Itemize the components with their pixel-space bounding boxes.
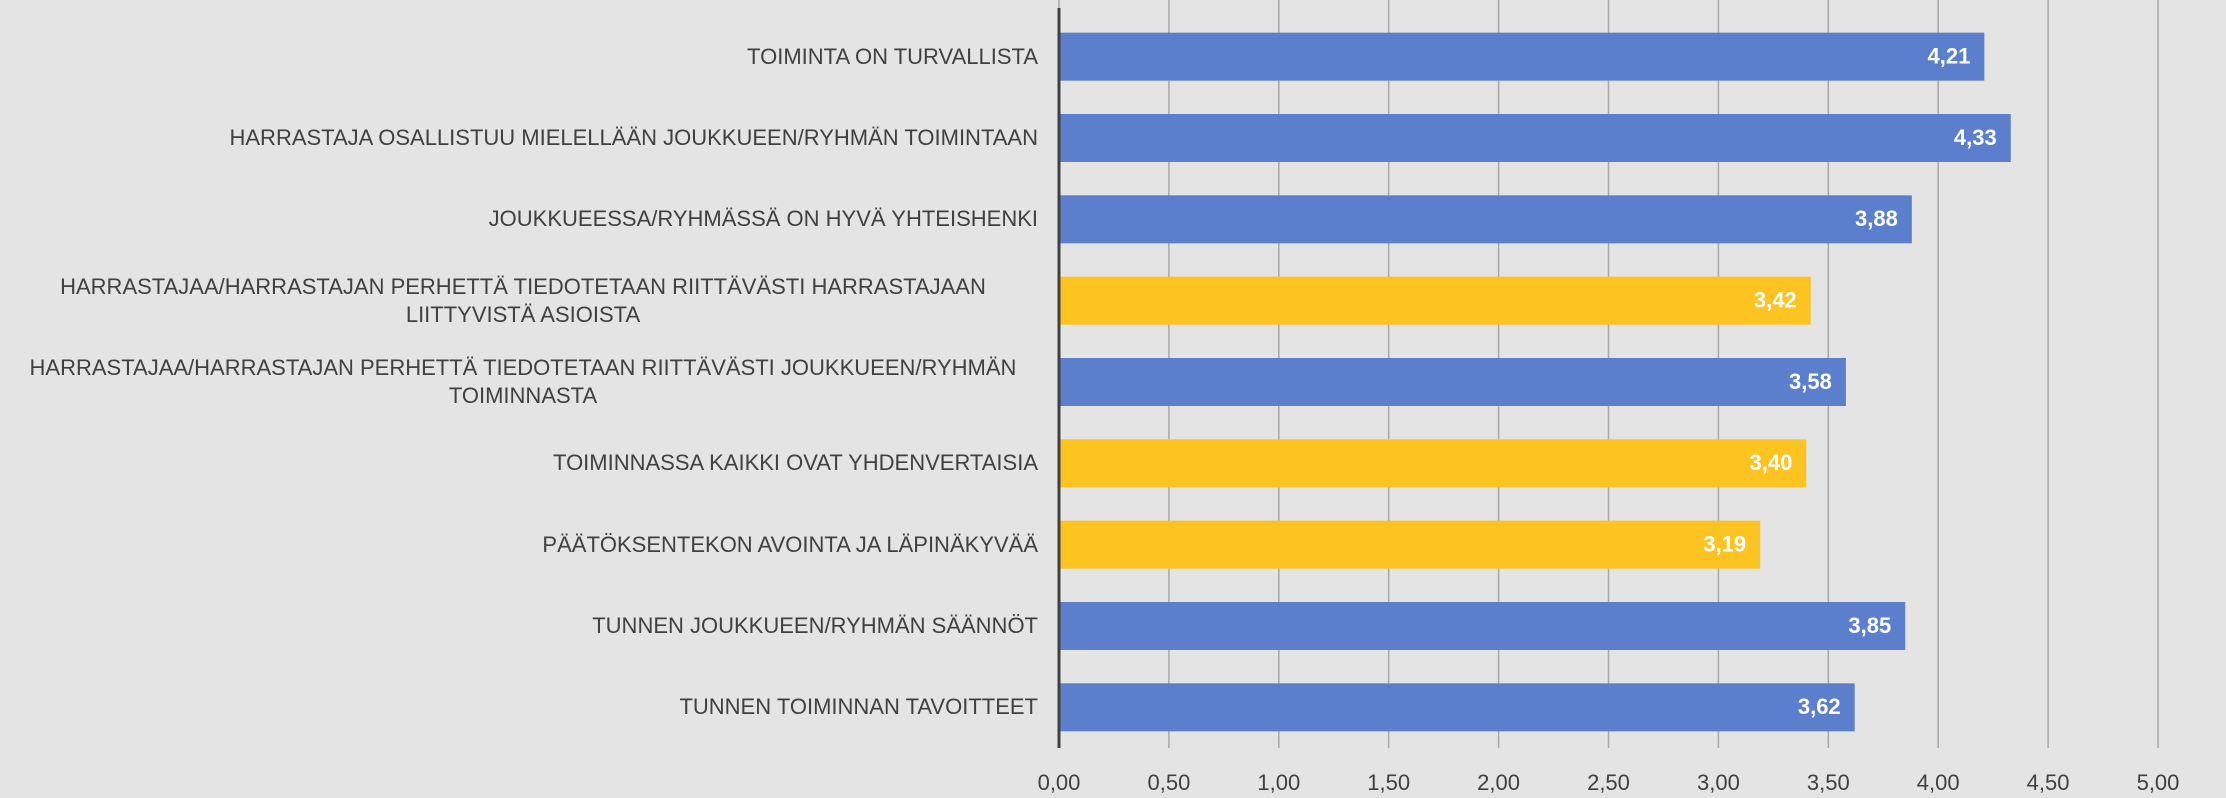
y-tick-label: TOIMINTA ON TURVALLISTA [747,43,1038,69]
bar [1059,439,1807,488]
category-label-box: HARRASTAJAA/HARRASTAJAN PERHETTÄ TIEDOTE… [0,341,1038,422]
category-label-box: TUNNEN JOUKKUEEN/RYHMÄN SÄÄNNÖT [0,585,1038,666]
bar [1059,520,1761,569]
category-label-box: TOIMINNASSA KAIKKI OVAT YHDENVERTAISIA [0,423,1038,504]
y-tick-label: TUNNEN JOUKKUEEN/RYHMÄN SÄÄNNÖT [592,612,1038,638]
value-label: 3,19 [1703,531,1746,556]
bar [1059,195,1912,244]
category-label-box: TUNNEN TOIMINNAN TAVOITTEET [0,667,1038,748]
category-label-box: HARRASTAJAA/HARRASTAJAN PERHETTÄ TIEDOTE… [0,260,1038,341]
x-tick-label: 5,00 [2137,770,2180,795]
value-label: 4,21 [1928,43,1971,68]
x-tick-label: 1,00 [1257,770,1300,795]
x-tick-label: 2,50 [1587,770,1630,795]
y-tick-label: HARRASTAJAA/HARRASTAJAN PERHETTÄ TIEDOTE… [29,354,1017,408]
value-label: 3,42 [1754,287,1797,312]
x-tick-label: 0,50 [1147,770,1190,795]
bar [1059,358,1846,406]
bar [1059,114,2011,162]
y-tick-label: HARRASTAJAA/HARRASTAJAN PERHETTÄ TIEDOTE… [60,273,986,327]
x-tick-label: 4,50 [2027,770,2070,795]
x-tick-label: 1,50 [1367,770,1410,795]
x-tick-label: 3,00 [1697,770,1740,795]
bar [1059,32,1985,81]
bar [1059,683,1855,732]
y-tick-label: HARRASTAJA OSALLISTUU MIELELLÄÄN JOUKKUE… [229,124,1039,150]
category-label-box: HARRASTAJA OSALLISTUU MIELELLÄÄN JOUKKUE… [0,97,1039,178]
y-tick-label: TUNNEN TOIMINNAN TAVOITTEET [679,694,1038,720]
category-label-box: PÄÄTÖKSENTEKON AVOINTA JA LÄPINÄKYVÄÄ [0,504,1038,585]
category-label-box: JOUKKUEESSA/RYHMÄSSÄ ON HYVÄ YHTEISHENKI [0,179,1038,260]
category-label-box: TOIMINTA ON TURVALLISTA [0,16,1038,97]
y-tick-label: PÄÄTÖKSENTEKON AVOINTA JA LÄPINÄKYVÄÄ [542,531,1038,557]
y-tick-label: TOIMINNASSA KAIKKI OVAT YHDENVERTAISIA [553,450,1038,476]
x-tick-label: 0,00 [1038,770,1081,795]
value-label: 3,88 [1855,206,1898,231]
value-label: 3,62 [1798,694,1841,719]
value-label: 3,85 [1848,613,1891,638]
bar [1059,602,1906,650]
value-label: 4,33 [1954,125,1997,150]
x-tick-label: 4,00 [1917,770,1960,795]
x-tick-label: 3,50 [1807,770,1850,795]
y-tick-label: JOUKKUEESSA/RYHMÄSSÄ ON HYVÄ YHTEISHENKI [488,206,1038,232]
x-tick-label: 2,00 [1477,770,1520,795]
value-label: 3,40 [1749,450,1792,475]
value-label: 3,58 [1789,369,1832,394]
bar [1059,276,1811,325]
